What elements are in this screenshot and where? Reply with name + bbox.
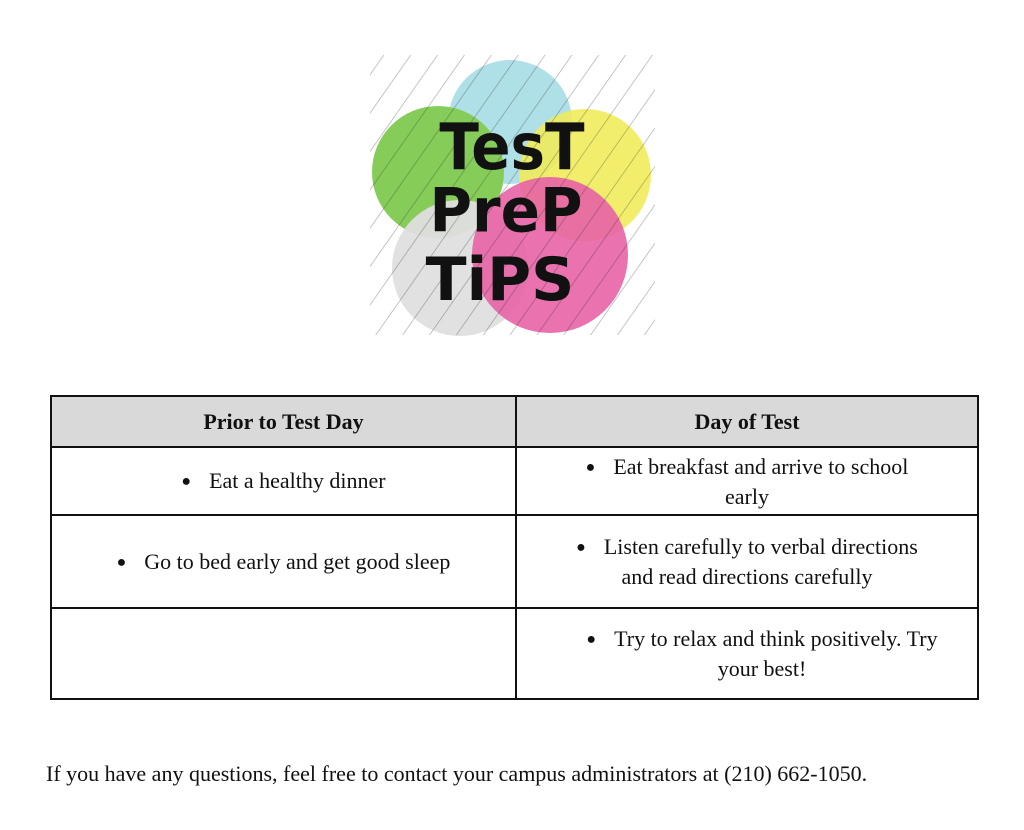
header-day-of-test: Day of Test xyxy=(515,395,979,448)
bullet-icon: ● xyxy=(586,631,597,648)
tip-text: Eat a healthy dinner xyxy=(209,468,386,493)
table-row: ● Try to relax and think positively. Try … xyxy=(50,607,979,700)
logo-word-test: TesT xyxy=(439,110,585,184)
bullet-icon: ● xyxy=(576,539,586,556)
bullet-icon: ● xyxy=(585,458,596,476)
tip-text: Eat breakfast and arrive to school early xyxy=(613,453,909,509)
contact-note: If you have any questions, feel free to … xyxy=(46,761,868,786)
test-prep-tips-logo: TesT PreP TiPS xyxy=(370,55,655,336)
tip-text: Listen carefully to verbal directions an… xyxy=(603,534,918,589)
tip-text: Go to bed early and get good sleep xyxy=(144,548,451,574)
bullet-icon: ● xyxy=(116,553,127,571)
test-tips-table: Prior to Test Day Day of Test ● Eat a hea… xyxy=(50,395,979,700)
tip-text: Try to relax and think positively. Try y… xyxy=(614,626,938,681)
logo-word-prep: PreP xyxy=(430,176,583,247)
table-row: ● Go to bed early and get good sleep ● Lis… xyxy=(50,514,979,609)
logo-word-tips: TiPS xyxy=(426,245,575,315)
header-prior-to-test-day: Prior to Test Day xyxy=(50,395,517,448)
table-row: ● Eat a healthy dinner ● Eat breakfast and… xyxy=(50,446,979,516)
bullet-icon: ● xyxy=(181,473,192,490)
table-header-row: Prior to Test Day Day of Test xyxy=(50,395,979,448)
